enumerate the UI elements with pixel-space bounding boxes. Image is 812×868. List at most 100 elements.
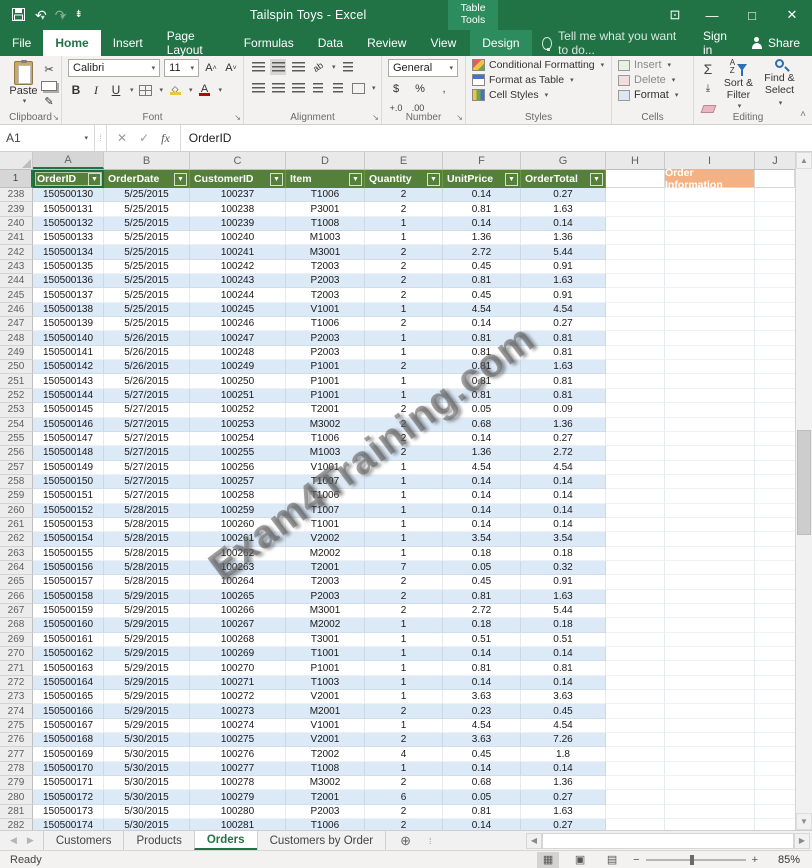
cell-quantity[interactable]: 2	[365, 188, 443, 203]
cell-empty-i[interactable]	[665, 589, 755, 604]
cell-quantity[interactable]: 2	[365, 589, 443, 604]
row-number[interactable]: 258	[0, 474, 33, 490]
cell-quantity[interactable]: 2	[365, 360, 443, 375]
cell-quantity[interactable]: 1	[365, 718, 443, 734]
cell-customerid[interactable]: 100263	[190, 560, 286, 576]
cell-item[interactable]: T1001	[286, 517, 365, 533]
row-number[interactable]: 281	[0, 804, 33, 820]
cell-orderdate[interactable]: 5/30/2015	[104, 733, 190, 748]
cell-quantity[interactable]: 2	[365, 603, 443, 619]
cell-item[interactable]: V1001	[286, 718, 365, 734]
scroll-down-icon[interactable]: ▼	[796, 813, 812, 830]
vertical-scroll-thumb[interactable]	[797, 430, 811, 535]
cell-empty-i[interactable]	[665, 647, 755, 662]
cell-customerid[interactable]: 100264	[190, 575, 286, 590]
cell-ordertotal[interactable]: 0.14	[521, 503, 606, 518]
cell-unitprice[interactable]: 0.14	[443, 675, 521, 691]
cell-item[interactable]: M3001	[286, 245, 365, 260]
cell-empty-h[interactable]	[606, 747, 665, 762]
cell-empty-j[interactable]	[755, 202, 795, 217]
cell-ordertotal[interactable]: 1.36	[521, 231, 606, 246]
cell-orderid[interactable]: 150500145	[33, 403, 104, 418]
font-dialog-launcher[interactable]: ↘	[234, 113, 241, 122]
cell-ordertotal[interactable]: 1.36	[521, 776, 606, 791]
cell-customerid[interactable]: 100278	[190, 776, 286, 791]
cell-empty-i[interactable]	[665, 603, 755, 619]
cell-item[interactable]: V2001	[286, 690, 365, 705]
filter-dropdown-icon[interactable]: ▼	[427, 172, 440, 186]
cell-quantity[interactable]: 1	[365, 374, 443, 389]
cell-empty-i[interactable]	[665, 259, 755, 275]
filter-dropdown-icon[interactable]: ▼	[349, 172, 362, 186]
row-number[interactable]: 260	[0, 503, 33, 518]
cell-item[interactable]: M1003	[286, 446, 365, 461]
grow-font-icon[interactable]: A ˄	[205, 62, 217, 74]
cell-empty-i[interactable]	[665, 202, 755, 217]
align-right-icon[interactable]	[290, 80, 306, 96]
cell-ordertotal[interactable]: 4.54	[521, 718, 606, 734]
cell-unitprice[interactable]: 2.72	[443, 603, 521, 619]
cell-unitprice[interactable]: 4.54	[443, 302, 521, 318]
format-as-table-button[interactable]: Format as Table ▾	[472, 74, 607, 86]
save-icon[interactable]	[12, 7, 25, 23]
cell-unitprice[interactable]: 0.14	[443, 188, 521, 203]
cell-empty-j[interactable]	[755, 374, 795, 389]
cell-orderid[interactable]: 150500157	[33, 575, 104, 590]
autosum-icon[interactable]: Σ	[703, 61, 713, 77]
cell-customerid[interactable]: 100281	[190, 819, 286, 830]
cell-orderid[interactable]: 150500168	[33, 733, 104, 748]
header-cell-quantity[interactable]: Quantity ▼	[365, 170, 443, 188]
cell-ordertotal[interactable]: 1.8	[521, 747, 606, 762]
cell-unitprice[interactable]: 0.81	[443, 374, 521, 389]
cell-ordertotal[interactable]: 1.63	[521, 804, 606, 820]
row-number[interactable]: 282	[0, 819, 33, 830]
cell-quantity[interactable]: 1	[365, 503, 443, 518]
cell-empty-h[interactable]	[606, 431, 665, 447]
cell-unitprice[interactable]: 0.81	[443, 388, 521, 404]
row-number[interactable]: 265	[0, 575, 33, 590]
header-cell-orderdate[interactable]: OrderDate ▼	[104, 170, 190, 188]
cell-item[interactable]: T2001	[286, 560, 365, 576]
cell-ordertotal[interactable]: 0.81	[521, 331, 606, 346]
cell-ordertotal[interactable]: 0.45	[521, 704, 606, 719]
cell-orderid[interactable]: 150500166	[33, 704, 104, 719]
cell-quantity[interactable]: 1	[365, 302, 443, 318]
italic-button[interactable]: I	[94, 82, 98, 97]
cell-ordertotal[interactable]: 0.14	[521, 474, 606, 490]
cell-item[interactable]: V2001	[286, 733, 365, 748]
cell-customerid[interactable]: 100270	[190, 661, 286, 676]
cell-item[interactable]: T2003	[286, 259, 365, 275]
cell-unitprice[interactable]: 3.63	[443, 733, 521, 748]
cell-unitprice[interactable]: 0.81	[443, 589, 521, 604]
cell-customerid[interactable]: 100249	[190, 360, 286, 375]
cell-item[interactable]: T1008	[286, 216, 365, 232]
cell-orderdate[interactable]: 5/29/2015	[104, 718, 190, 734]
cell-quantity[interactable]: 2	[365, 819, 443, 830]
cell-empty-i[interactable]	[665, 302, 755, 318]
cell-orderdate[interactable]: 5/27/2015	[104, 446, 190, 461]
cell-quantity[interactable]: 1	[365, 474, 443, 490]
row-number[interactable]: 271	[0, 661, 33, 676]
cell-unitprice[interactable]: 0.51	[443, 632, 521, 647]
cell-empty-i[interactable]	[665, 804, 755, 820]
cell-item[interactable]: P2003	[286, 345, 365, 361]
cell-orderdate[interactable]: 5/26/2015	[104, 331, 190, 346]
cell-empty-j[interactable]	[755, 489, 795, 504]
shrink-font-icon[interactable]: A ˅	[225, 62, 237, 74]
cell-item[interactable]: V1001	[286, 302, 365, 318]
cell-item[interactable]: P1001	[286, 388, 365, 404]
row-number[interactable]: 267	[0, 603, 33, 619]
cell-item[interactable]: T3001	[286, 632, 365, 647]
cell-empty-h[interactable]	[606, 704, 665, 719]
cell-empty-i[interactable]	[665, 718, 755, 734]
cell-empty-h[interactable]	[606, 288, 665, 303]
cell-ordertotal[interactable]: 0.32	[521, 560, 606, 576]
cell-quantity[interactable]: 6	[365, 790, 443, 805]
cell-unitprice[interactable]: 0.14	[443, 489, 521, 504]
cell-orderdate[interactable]: 5/25/2015	[104, 231, 190, 246]
merge-center-icon[interactable]	[350, 80, 366, 96]
cell-empty-j[interactable]	[755, 303, 795, 318]
cell-item[interactable]: T1006	[286, 188, 365, 203]
cell-ordertotal[interactable]: 0.14	[521, 761, 606, 777]
cancel-icon[interactable]: ✕	[117, 131, 128, 145]
